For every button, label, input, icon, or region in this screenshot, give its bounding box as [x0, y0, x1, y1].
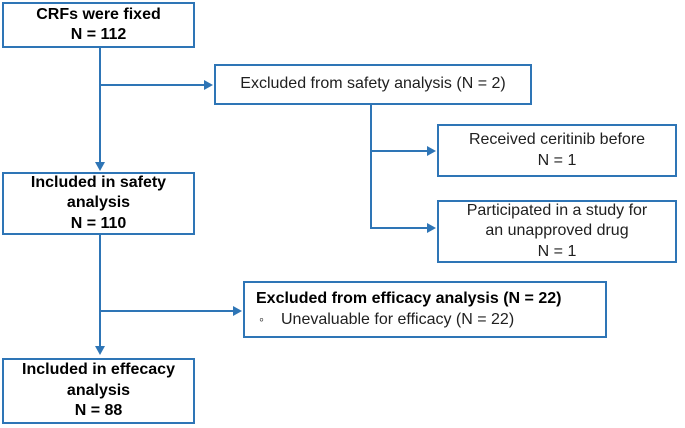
received-ceritinib-line1: Received ceritinib before	[468, 131, 646, 149]
arrowhead-into-received-ceritinib	[427, 146, 436, 156]
arrowhead-into-excluded-efficacy	[233, 306, 242, 316]
box-excluded-safety: Excluded from safety analysis (N = 2)	[214, 64, 532, 105]
arrowhead-into-excluded-safety	[204, 80, 213, 90]
included-safety-line1: Included in safety	[30, 173, 167, 191]
crfs-fixed-count: N = 112	[70, 26, 127, 43]
excluded-efficacy-title: Excluded from efficacy analysis (N = 22)	[256, 290, 562, 308]
participated-study-count: N = 1	[537, 242, 577, 260]
included-safety-line2: analysis	[66, 194, 131, 212]
arrowhead-into-included-safety	[95, 162, 105, 171]
included-efficacy-line1: Included in effecacy	[22, 361, 175, 379]
box-crfs-fixed: CRFs were fixed N = 112	[2, 2, 195, 48]
arrowhead-into-participated-study	[427, 223, 436, 233]
included-efficacy-line2: analysis	[66, 381, 131, 399]
excluded-safety-label: Excluded from safety analysis (N = 2)	[240, 75, 506, 93]
box-excluded-efficacy: Excluded from efficacy analysis (N = 22)…	[243, 281, 607, 338]
excluded-efficacy-bullet-row: ◦ Unevaluable for efficacy (N = 22)	[256, 310, 514, 330]
included-safety-count: N = 110	[70, 214, 127, 232]
box-included-safety: Included in safety analysis N = 110	[2, 172, 195, 235]
box-received-ceritinib: Received ceritinib before N = 1	[437, 124, 677, 177]
box-participated-study: Participated in a study for an unapprove…	[437, 200, 677, 263]
crfs-fixed-line1: CRFs were fixed	[36, 5, 161, 23]
excluded-efficacy-bullet-text: Unevaluable for efficacy (N = 22)	[281, 310, 515, 328]
arrowhead-into-included-efficacy	[95, 346, 105, 355]
participated-study-line1: Participated in a study for	[466, 201, 648, 219]
bullet-circle-icon: ◦	[259, 310, 264, 327]
included-efficacy-count: N = 88	[74, 402, 123, 420]
participated-study-line2: an unapproved drug	[485, 222, 629, 240]
box-included-efficacy: Included in effecacy analysis N = 88	[2, 358, 195, 424]
received-ceritinib-count: N = 1	[537, 151, 577, 169]
